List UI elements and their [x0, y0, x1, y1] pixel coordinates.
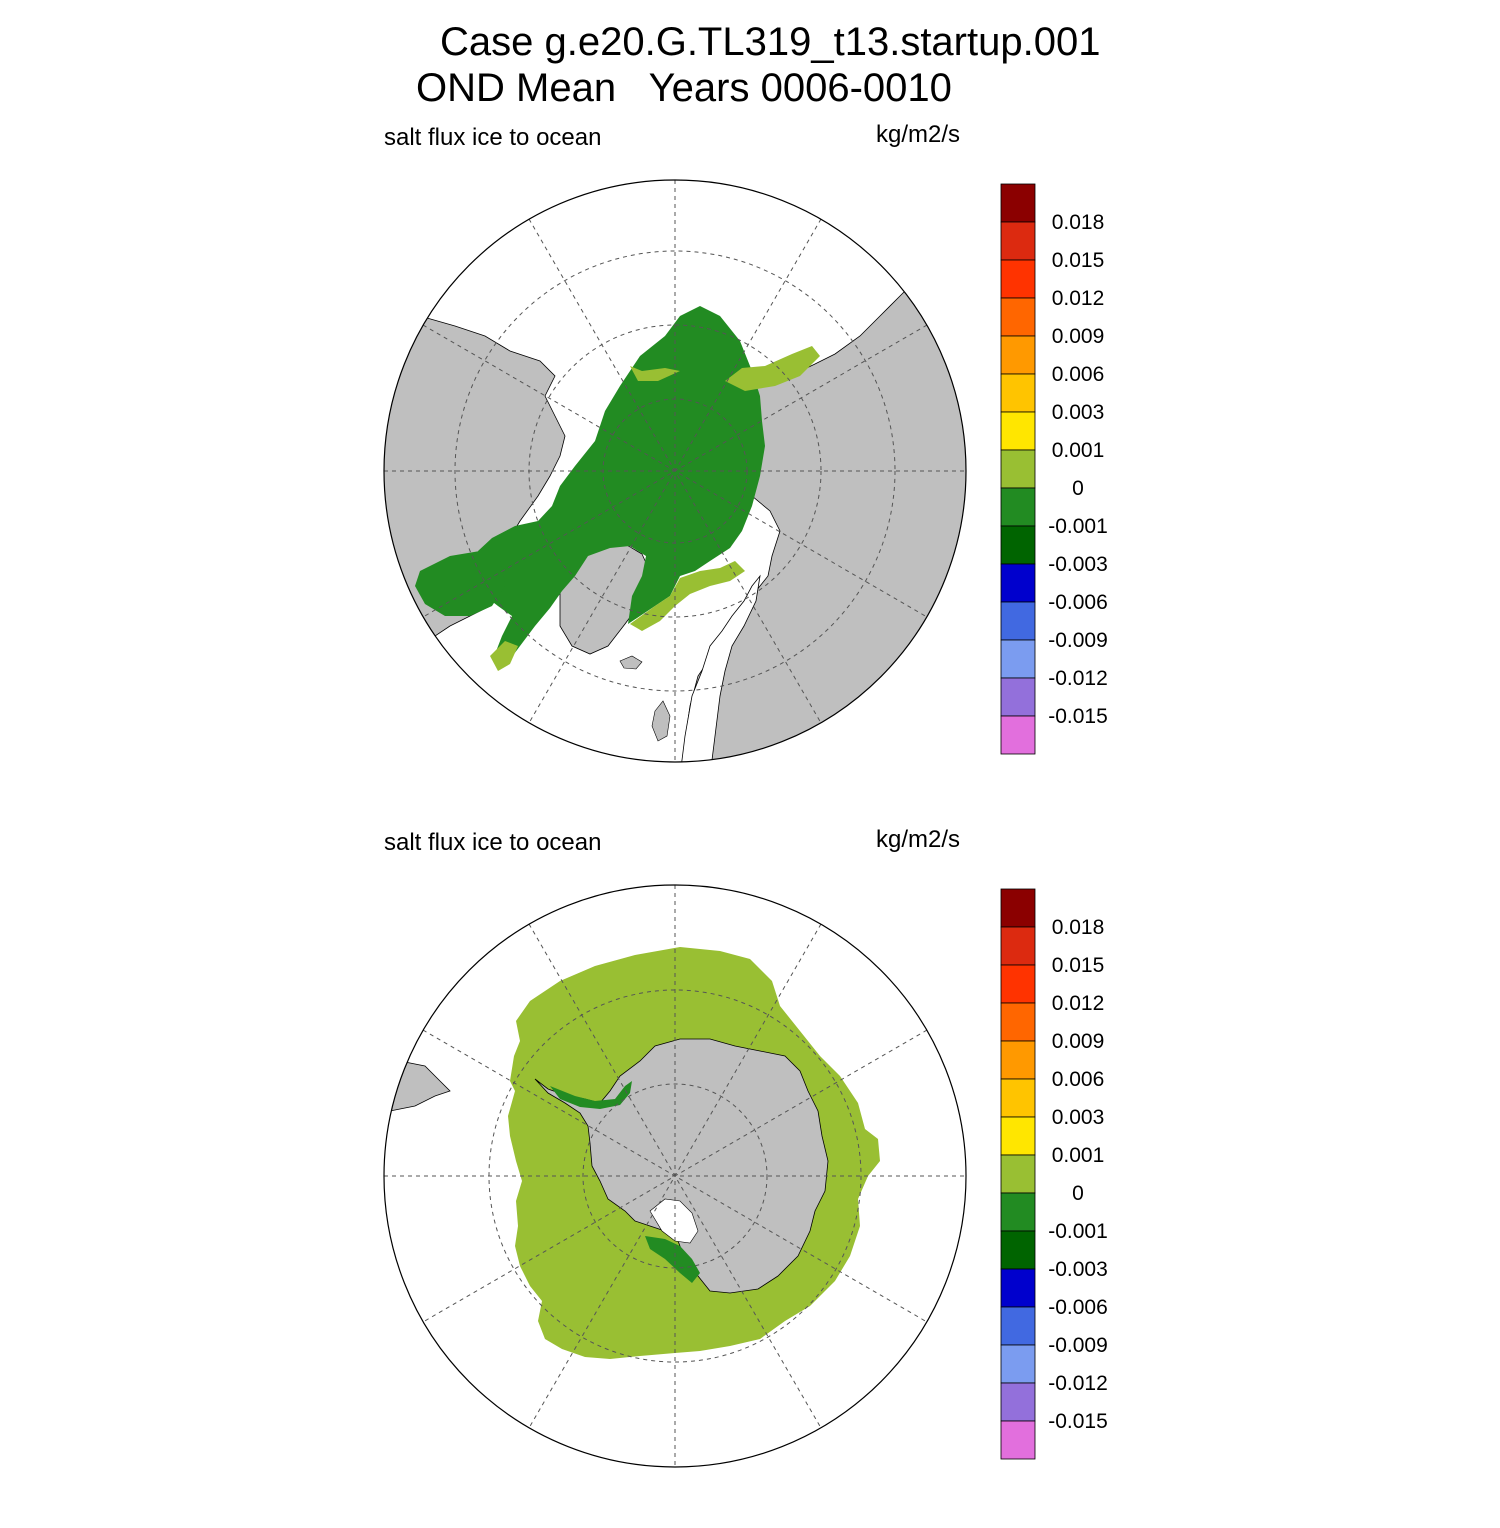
north-colorbar-swatch	[1000, 373, 1036, 413]
north-sea-ice-arctic	[475, 306, 765, 666]
south-colorbar-swatch	[1000, 1154, 1036, 1194]
south-colorbar-label: -0.015	[1048, 1410, 1108, 1433]
south-sea-ice-coastal	[550, 1081, 632, 1109]
north-colorbar-swatch	[1000, 449, 1036, 489]
north-colorbar-label: 0.001	[1052, 439, 1105, 462]
south-colorbar-label: -0.012	[1048, 1372, 1108, 1395]
south-colorbar-swatch	[1000, 1002, 1036, 1042]
south-colorbar-swatch	[1000, 1230, 1036, 1270]
north-colorbar-label: -0.003	[1048, 553, 1108, 576]
north-colorbar-label: -0.006	[1048, 591, 1108, 614]
south-colorbar-label: 0.001	[1052, 1144, 1105, 1167]
south-colorbar-swatch	[1000, 888, 1036, 928]
south-colorbar-swatch	[1000, 1420, 1036, 1460]
north-colorbar-swatch	[1000, 715, 1036, 755]
north-colorbar-swatch	[1000, 563, 1036, 603]
south-colorbar-swatch	[1000, 1344, 1036, 1384]
north-colorbar-swatch	[1000, 487, 1036, 527]
north-colorbar-label: 0.015	[1052, 249, 1105, 272]
north-polar-map	[383, 179, 967, 763]
south-colorbar-label: 0.006	[1052, 1068, 1105, 1091]
south-colorbar-label: 0	[1072, 1182, 1084, 1205]
north-map-border	[383, 179, 967, 763]
south-colorbar-swatch	[1000, 1116, 1036, 1156]
north-colorbar-label: 0.012	[1052, 287, 1105, 310]
south-colorbar-label: 0.009	[1052, 1030, 1105, 1053]
north-colorbar-swatch	[1000, 411, 1036, 451]
north-colorbar-swatch	[1000, 677, 1036, 717]
figure-title-line2: OND Mean Years 0006-0010	[416, 66, 952, 110]
south-colorbar-label: 0.018	[1052, 916, 1105, 939]
south-units-label: kg/m2/s	[876, 826, 961, 853]
north-ocean-norwegian-sea	[679, 574, 761, 762]
south-colorbar-swatch	[1000, 1382, 1036, 1422]
north-colorbar-label: -0.015	[1048, 705, 1108, 728]
north-colorbar-label: 0.006	[1052, 363, 1105, 386]
north-sea-ice-edge-1	[630, 561, 745, 631]
south-colorbar-label: -0.009	[1048, 1334, 1108, 1357]
north-colorbar-swatch	[1000, 259, 1036, 299]
south-colorbar-swatch	[1000, 1306, 1036, 1346]
north-colorbar: 0.018 0.015 0.012 0.009 0.006 0.003 0.001 0 -0.0…	[1000, 183, 1108, 755]
north-sea-ice-edge-2	[630, 366, 680, 381]
north-colorbar-swatch	[1000, 221, 1036, 261]
north-colorbar-swatch	[1000, 525, 1036, 565]
south-colorbar-swatch	[1000, 926, 1036, 966]
north-colorbar-label: -0.012	[1048, 667, 1108, 690]
south-colorbar-label: 0.003	[1052, 1106, 1105, 1129]
north-colorbar-swatch	[1000, 601, 1036, 641]
south-colorbar-swatch	[1000, 964, 1036, 1004]
south-colorbar-label: 0.012	[1052, 992, 1105, 1015]
south-sea-ice-ross	[645, 1236, 700, 1283]
north-colorbar-label: 0	[1072, 477, 1084, 500]
north-colorbar-label: -0.009	[1048, 629, 1108, 652]
south-variable-label: salt flux ice to ocean	[384, 829, 602, 856]
south-colorbar-label: -0.001	[1048, 1220, 1108, 1243]
north-sea-ice-hudson	[415, 551, 505, 616]
south-colorbar-swatch	[1000, 1078, 1036, 1118]
north-colorbar-label: 0.009	[1052, 325, 1105, 348]
north-units-label: kg/m2/s	[876, 121, 961, 148]
south-colorbar-swatch	[1000, 1268, 1036, 1308]
north-colorbar-swatch	[1000, 335, 1036, 375]
south-polar-map	[383, 884, 967, 1468]
north-variable-label: salt flux ice to ocean	[384, 124, 602, 151]
south-map-border	[383, 884, 967, 1468]
north-land-north-america	[384, 305, 566, 657]
north-colorbar-label: 0.018	[1052, 211, 1105, 234]
north-land-british-isles	[651, 700, 671, 742]
north-graticule	[384, 180, 966, 762]
south-graticule	[384, 885, 966, 1467]
south-colorbar-label: -0.003	[1048, 1258, 1108, 1281]
north-hemisphere-panel: salt flux ice to ocean kg/m2/s	[0, 118, 1500, 823]
north-sea-ice-edge-3	[725, 346, 820, 391]
north-colorbar-label: 0.003	[1052, 401, 1105, 424]
north-land-iceland	[619, 655, 643, 670]
north-colorbar-label: -0.001	[1048, 515, 1108, 538]
south-colorbar-label: 0.015	[1052, 954, 1105, 977]
figure-title-line1: Case g.e20.G.TL319_t13.startup.001	[440, 20, 1101, 64]
north-sea-ice-edge-4	[490, 641, 518, 671]
north-colorbar-swatch	[1000, 183, 1036, 223]
south-colorbar-label: -0.006	[1048, 1296, 1108, 1319]
south-colorbar-swatch	[1000, 1040, 1036, 1080]
south-colorbar: 0.018 0.015 0.012 0.009 0.006 0.003 0.001 0 -0.0…	[1000, 888, 1108, 1460]
north-colorbar-swatch	[1000, 639, 1036, 679]
south-hemisphere-panel: salt flux ice to ocean kg/m2/s	[0, 823, 1500, 1528]
north-colorbar-swatch	[1000, 297, 1036, 337]
south-colorbar-swatch	[1000, 1192, 1036, 1232]
south-ice-shelf-ross	[649, 1198, 699, 1244]
